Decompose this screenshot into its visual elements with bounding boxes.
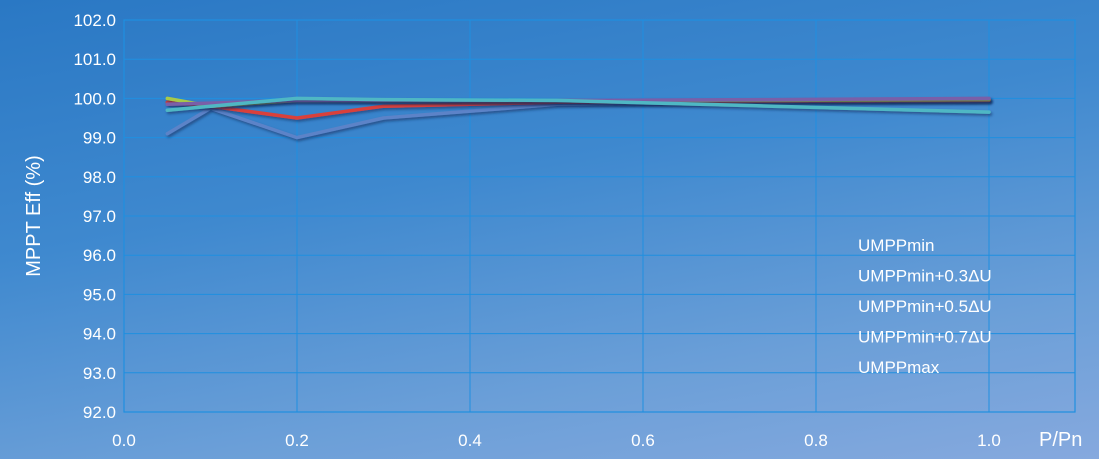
- legend-label: UMPPmin+0.3ΔU: [858, 267, 992, 286]
- x-tick-label: 0.6: [631, 431, 655, 450]
- y-tick-label: 96.0: [83, 246, 116, 265]
- legend-label: UMPPmin: [858, 236, 935, 255]
- series-line: [165, 96, 991, 114]
- legend: UMPPmin UMPPmin+0.3ΔU UMPPmin+0.5ΔU UMPPmin…: [800, 236, 992, 377]
- series-line: [165, 98, 991, 140]
- legend-label: UMPPmin+0.5ΔU: [858, 297, 992, 316]
- y-axis-title: MPPT Eff (%): [23, 155, 45, 277]
- plot-frame: [123, 19, 1076, 413]
- x-axis-title: P/Pn: [1039, 429, 1082, 451]
- y-axis-tick-labels: 92.0 93.0 94.0 95.0 96.0 97.0 98.0 99.0 100.0 101…: [73, 11, 116, 422]
- y-tick-label: 100.0: [73, 89, 116, 108]
- legend-label: UMPPmin+0.7ΔU: [858, 328, 992, 347]
- y-tick-label: 92.0: [83, 403, 116, 422]
- legend-label: UMPPmax: [858, 358, 940, 377]
- x-tick-label: 0.8: [804, 431, 828, 450]
- x-tick-label: 1.0: [977, 431, 1001, 450]
- x-axis-tick-labels: 0.0 0.2 0.4 0.6 0.8 1.0: [112, 431, 1001, 450]
- y-tick-label: 93.0: [83, 364, 116, 383]
- y-tick-label: 99.0: [83, 129, 116, 148]
- y-tick-label: 97.0: [83, 207, 116, 226]
- y-tick-label: 94.0: [83, 325, 116, 344]
- y-tick-label: 95.0: [83, 285, 116, 304]
- x-tick-label: 0.2: [285, 431, 309, 450]
- y-tick-label: 102.0: [73, 11, 116, 30]
- x-tick-label: 0.0: [112, 431, 136, 450]
- y-tick-label: 101.0: [73, 50, 116, 69]
- grid-lines: [124, 19, 1075, 413]
- x-tick-label: 0.4: [458, 431, 482, 450]
- y-tick-label: 98.0: [83, 168, 116, 187]
- series-group: [165, 96, 991, 140]
